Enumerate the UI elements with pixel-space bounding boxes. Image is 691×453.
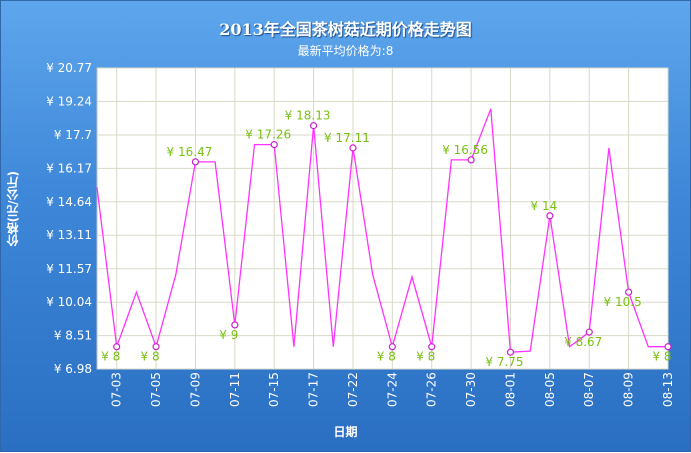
y-tick-label: ¥ 10.04 <box>46 295 92 309</box>
plot-area <box>96 67 669 370</box>
x-tick-label: 07-26 <box>425 372 439 407</box>
data-point <box>585 328 593 336</box>
y-tick-label: ¥ 20.77 <box>46 61 92 75</box>
x-tick-label: 07-03 <box>110 372 124 407</box>
data-point <box>388 343 396 351</box>
data-point <box>625 288 633 296</box>
data-point <box>349 144 357 152</box>
data-point <box>506 348 515 356</box>
y-tick-label: ¥ 16.17 <box>46 161 92 175</box>
x-tick-label: 08-09 <box>622 372 636 407</box>
data-label: ¥ 14 <box>531 199 558 213</box>
data-label: ¥ 8 <box>377 350 396 364</box>
y-tick-label: ¥ 8.51 <box>54 329 92 343</box>
data-label: ¥ 17.26 <box>245 128 291 142</box>
y-tick-label: ¥ 14.64 <box>46 195 92 209</box>
x-tick-label: 07-30 <box>464 372 478 407</box>
data-point <box>664 343 672 351</box>
data-label: ¥ 8.67 <box>564 335 602 349</box>
x-tick-label: 08-01 <box>503 372 517 407</box>
x-tick-label: 07-22 <box>346 372 360 407</box>
y-tick-label: ¥ 17.7 <box>54 128 92 142</box>
chart-subtitle: 最新平均价格为:8 <box>297 44 394 58</box>
x-axis-label: 日期 <box>333 425 358 439</box>
data-point <box>191 158 200 166</box>
y-tick-label: ¥ 6.98 <box>54 362 92 376</box>
x-tick-label: 07-15 <box>267 372 281 407</box>
chart-title: 2013年全国茶树菇近期价格走势图 <box>219 20 472 39</box>
data-label: ¥ 18.13 <box>285 109 331 123</box>
data-point <box>113 343 121 351</box>
data-point <box>428 343 436 351</box>
data-label: ¥ 16.56 <box>442 143 488 157</box>
y-tick-label: ¥ 19.24 <box>46 94 92 108</box>
x-tick-label: 08-13 <box>661 372 675 407</box>
x-tick-label: 07-24 <box>385 372 399 407</box>
x-tick-label: 07-17 <box>307 372 321 407</box>
data-label: ¥ 16.47 <box>167 145 213 159</box>
data-point <box>309 122 318 130</box>
x-tick-label: 07-09 <box>188 372 202 407</box>
data-label: ¥ 8 <box>416 350 435 364</box>
data-point <box>467 156 475 164</box>
data-point <box>231 321 239 329</box>
x-tick-label: 07-05 <box>149 372 163 407</box>
data-label: ¥ 8 <box>101 350 120 364</box>
data-label: ¥ 10.5 <box>604 295 642 309</box>
data-label: ¥ 17.11 <box>324 131 370 145</box>
data-label: ¥ 8 <box>141 350 160 364</box>
y-tick-label: ¥ 13.11 <box>46 228 92 242</box>
data-point <box>152 343 160 351</box>
data-label: ¥ 7.75 <box>485 355 523 369</box>
series-line <box>96 108 668 353</box>
y-tick-label: ¥ 11.57 <box>46 262 92 276</box>
data-point <box>546 212 554 220</box>
data-point <box>270 141 278 149</box>
data-label: ¥ 9 <box>219 328 238 342</box>
x-tick-label: 08-05 <box>543 372 557 407</box>
data-label: ¥ 8 <box>652 350 671 364</box>
x-tick-label: 07-11 <box>228 372 242 407</box>
x-tick-label: 08-07 <box>582 372 596 407</box>
